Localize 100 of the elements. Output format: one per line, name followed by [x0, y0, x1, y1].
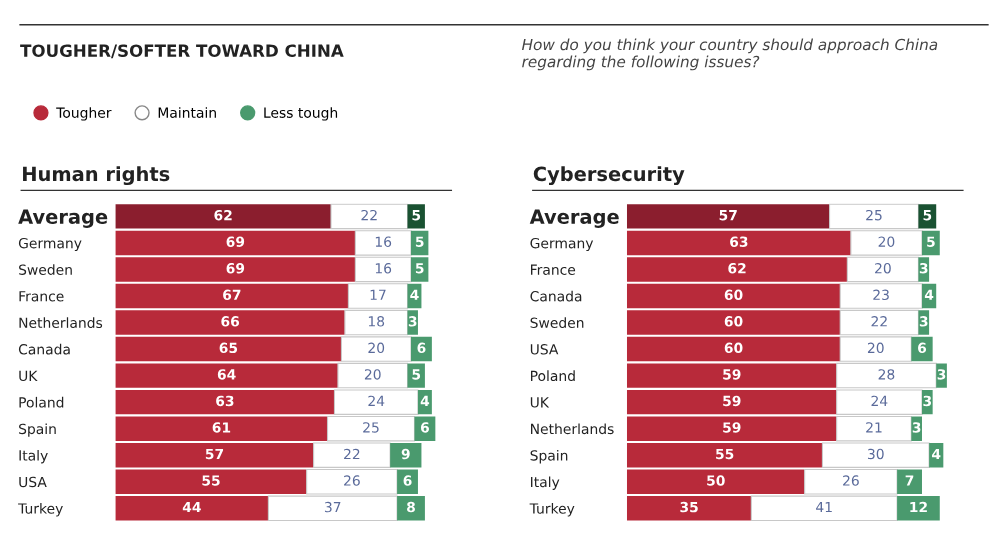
legend-label: Less tough [264, 107, 338, 121]
data-label: 24 [871, 395, 888, 406]
data-label: 3 [919, 316, 928, 327]
data-label: 3 [923, 395, 932, 407]
data-label: 4 [420, 395, 430, 406]
data-label: 21 [866, 422, 882, 433]
data-label: 69 [226, 236, 245, 247]
bar [115, 283, 349, 309]
bar [414, 416, 436, 441]
data-label: 44 [182, 501, 201, 513]
data-label: 55 [716, 448, 734, 460]
y-tick-label: Poland [531, 370, 575, 382]
bar [115, 443, 314, 468]
data-label: 5 [412, 369, 421, 380]
bar [115, 230, 356, 256]
bar [626, 416, 837, 441]
y-tick-label: Germany [530, 237, 594, 252]
y-tick-label: Italy [19, 449, 48, 464]
bar [626, 496, 752, 521]
bar [390, 443, 422, 468]
data-label: 20 [364, 369, 381, 380]
text: How do you think your country should approach China regarding the following issues? [521, 38, 938, 71]
y-tick-label: Sweden [19, 264, 72, 275]
data-label: 35 [680, 501, 698, 513]
data-label: 7 [905, 475, 914, 486]
data-label: 23 [873, 289, 889, 301]
data-label: 5 [923, 210, 932, 221]
y-tick-label: Spain [530, 449, 568, 464]
data-label: 60 [724, 316, 743, 327]
bar [626, 363, 837, 388]
data-label: 50 [707, 475, 725, 486]
y-tick-label: Spain [19, 423, 56, 437]
y-tick-label: UK [19, 370, 38, 382]
bar [626, 283, 841, 309]
bar [626, 204, 830, 229]
bar [626, 310, 841, 335]
data-label: 25 [866, 209, 882, 221]
data-label: 17 [370, 289, 386, 300]
data-label: 3 [937, 369, 946, 380]
data-label: 9 [401, 448, 410, 460]
y-tick-label: Poland [19, 396, 64, 408]
data-label: 22 [361, 209, 377, 221]
y-tick-label: USA [19, 476, 47, 488]
data-label: 60 [724, 342, 743, 354]
data-label: 18 [368, 316, 385, 327]
y-tick-label: Canada [18, 343, 70, 355]
data-label: 20 [875, 262, 891, 274]
bar [115, 310, 345, 335]
data-label: 60 [724, 289, 743, 301]
y-tick-label: Germany [18, 237, 82, 252]
data-label: 20 [867, 342, 884, 354]
chart-title: Cybersecurity [533, 166, 685, 186]
y-tick-label: Italy [531, 476, 560, 490]
y-tick-label: UK [530, 397, 550, 408]
data-label: 69 [226, 263, 245, 274]
bar [918, 204, 937, 229]
bar [115, 336, 342, 362]
y-tick-label: France [531, 264, 576, 275]
data-label: 22 [871, 316, 887, 327]
data-label: 66 [221, 316, 240, 327]
bar [115, 257, 356, 282]
bar [115, 389, 335, 415]
data-label: 24 [368, 395, 385, 406]
data-label: 37 [324, 501, 341, 513]
y-tick-label: Turkey [18, 503, 63, 517]
data-label: 6 [420, 422, 429, 433]
data-label: 5 [415, 263, 424, 274]
data-label: 59 [723, 395, 741, 407]
y-tick-label: Netherlands [531, 423, 614, 435]
data-label: 26 [843, 475, 859, 486]
data-label: 63 [730, 236, 748, 247]
data-label: 59 [723, 422, 741, 433]
data-label: 5 [927, 236, 935, 247]
y-tick-label: France [19, 291, 64, 302]
bar [897, 469, 922, 494]
text: TOUGHER/SOFTER TOWARD CHINA [20, 44, 344, 59]
data-label: 6 [918, 342, 927, 354]
data-label: 6 [417, 342, 426, 354]
data-label: 30 [867, 448, 884, 460]
y-tick-label: Average [18, 209, 108, 228]
data-label: 4 [410, 289, 419, 300]
data-label: 3 [408, 316, 417, 327]
bar [115, 363, 338, 388]
legend-label: Maintain [158, 107, 216, 118]
bar [626, 443, 823, 468]
bar [911, 336, 933, 362]
data-label: 62 [728, 262, 746, 274]
data-label: 62 [214, 209, 232, 221]
data-label: 4 [932, 448, 941, 460]
chart-title: Human rights [23, 166, 170, 186]
data-label: 12 [910, 501, 927, 513]
bar [115, 204, 331, 229]
bar [115, 469, 307, 494]
bar [626, 469, 805, 494]
bar [918, 257, 930, 282]
data-label: 3 [912, 422, 921, 433]
y-tick-label: Sweden [530, 317, 584, 329]
y-tick-label: USA [530, 344, 559, 355]
bar [397, 496, 425, 521]
bar [626, 257, 848, 282]
